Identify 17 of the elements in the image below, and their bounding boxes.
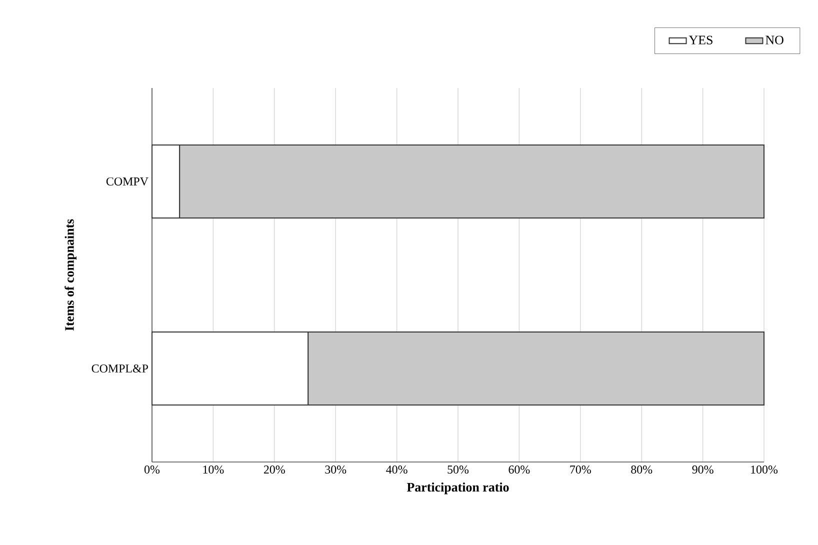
x-tick-label: 10% [203,466,224,474]
legend-label: NO [766,36,784,44]
y-tick-label: COMPL&P [92,364,148,373]
x-tick-label: 100% [751,466,778,474]
x-tick-label: 20% [264,466,285,474]
x-tick-label: 70% [570,466,591,474]
x-tick-label: 60% [508,466,530,474]
x-tick-label: 50% [448,466,469,474]
y-tick-label: COMPV [106,177,148,186]
x-tick-label: 30% [325,466,346,474]
y-axis-title: Items of compnaints [64,219,76,331]
x-tick-label: 0% [144,466,160,474]
x-axis-title: Participation ratio [406,482,509,494]
x-tick-label: 40% [386,466,408,474]
x-tick-label: 80% [631,466,652,474]
x-tick-label: 90% [692,466,714,474]
legend-label: YES [688,36,712,44]
